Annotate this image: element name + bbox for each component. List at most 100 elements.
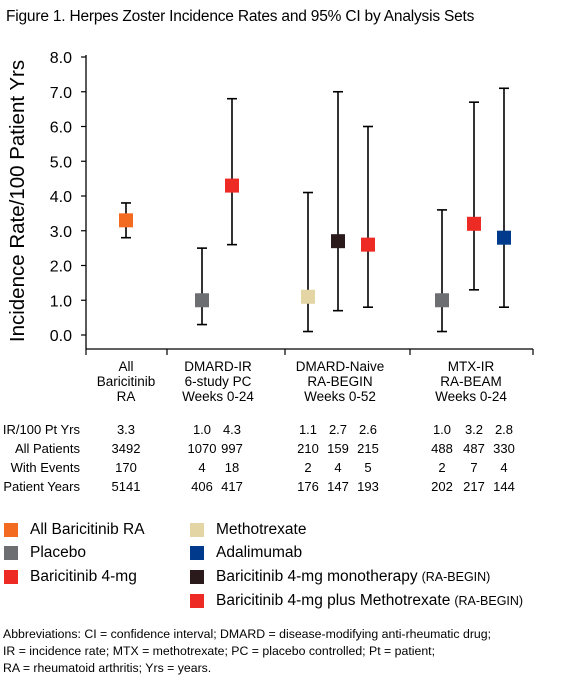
- y-tick-label: 8.0: [50, 50, 72, 67]
- table-cell: 210: [297, 441, 319, 456]
- legend-swatch: [190, 523, 204, 537]
- table-cell: 176: [297, 479, 319, 494]
- legend-swatch: [190, 570, 204, 584]
- table-cell: 159: [327, 441, 349, 456]
- group-label: RA: [117, 389, 136, 404]
- legend-label: Methotrexate: [216, 521, 307, 538]
- group-label: All: [118, 359, 133, 374]
- table-cell: 215: [357, 441, 379, 456]
- table-cell: 4: [334, 460, 342, 475]
- table-cell: 997: [221, 441, 243, 456]
- table-cell: 488: [431, 441, 453, 456]
- table-cell: 170: [115, 460, 137, 475]
- y-tick-label: 6.0: [50, 120, 72, 137]
- legend-swatch: [190, 546, 204, 560]
- legend-item: Baricitinib 4-mg: [4, 568, 137, 586]
- legend-item: Baricitinib 4-mg monotherapy (RA-BEGIN): [190, 568, 490, 586]
- table-cell: 144: [493, 479, 515, 494]
- table-cell: 217: [463, 479, 485, 494]
- data-point-marker: [361, 237, 375, 252]
- table-cell: 3.3: [116, 422, 136, 437]
- summary-table: IR/100 Pt Yrs All Patients With Events P…: [0, 420, 565, 500]
- group-label: DMARD-IR: [184, 359, 252, 374]
- data-point-marker: [119, 213, 133, 228]
- table-cell: 1.0: [432, 422, 452, 437]
- data-point-marker: [301, 289, 315, 304]
- table-cell: 487: [463, 441, 485, 456]
- y-tick-label: 2.0: [50, 259, 72, 276]
- legend-label: All Baricitinib RA: [30, 521, 145, 538]
- legend-item: Baricitinib 4-mg plus Methotrexate (RA-B…: [190, 592, 523, 610]
- row-label-ir: IR/100 Pt Yrs: [2, 422, 80, 437]
- footnote-line: IR = incidence rate; MTX = methotrexate;…: [3, 644, 435, 658]
- table-cell: 406: [191, 479, 213, 494]
- group-label: RA-BEAM: [440, 374, 502, 389]
- table-cell: 4.3: [222, 422, 242, 437]
- group-label: DMARD-Naive: [296, 359, 385, 374]
- legend-label: Baricitinib 4-mg: [30, 568, 137, 585]
- table-cell: 1070: [187, 441, 217, 456]
- data-point-marker: [331, 234, 345, 249]
- legend-swatch: [4, 570, 18, 584]
- table-cell: 2: [438, 460, 446, 475]
- figure-title: Figure 1. Herpes Zoster Incidence Rates …: [6, 8, 475, 25]
- y-tick-label: 0.0: [50, 328, 72, 345]
- footnote-line: RA = rheumatoid arthritis; Yrs = years.: [3, 661, 212, 675]
- table-cell: 5141: [111, 479, 141, 494]
- table-cell: 2.8: [494, 422, 514, 437]
- legend-label: Adalimumab: [216, 544, 303, 561]
- data-point-marker: [225, 178, 239, 193]
- legend-label: Baricitinib 4-mg monotherapy: [216, 568, 418, 585]
- table-cell: 4: [198, 460, 206, 475]
- table-cell: 5: [364, 460, 372, 475]
- row-label-all-patients: All Patients: [14, 441, 80, 456]
- table-cell: 330: [493, 441, 515, 456]
- table-cell: 2.6: [358, 422, 378, 437]
- group-label: Weeks 0-24: [435, 389, 507, 404]
- data-point-marker: [467, 216, 481, 231]
- y-tick-label: 7.0: [50, 85, 72, 102]
- group-label: MTX-IR: [448, 359, 495, 374]
- legend-item: Methotrexate: [190, 521, 306, 539]
- table-cell: 2.7: [328, 422, 348, 437]
- table-cell: 3.2: [464, 422, 484, 437]
- legend-item: Adalimumab: [190, 544, 302, 562]
- y-tick-label: 4.0: [50, 189, 72, 206]
- legend-label: Baricitinib 4-mg plus Methotrexate: [216, 592, 451, 609]
- table-cell: 147: [327, 479, 349, 494]
- incidence-chart: 0.0 1.0 2.0 3.0 4.0 5.0 6.0 7.0 8.0 Incidence Rat…: [6, 50, 534, 404]
- legend-item: Placebo: [4, 544, 86, 562]
- legend-swatch: [190, 594, 204, 608]
- table-cell: 417: [221, 479, 243, 494]
- group-label: Baricitinib: [97, 374, 156, 389]
- y-tick-label: 1.0: [50, 293, 72, 310]
- group-label: Weeks 0-24: [182, 389, 254, 404]
- group-label: Weeks 0-52: [304, 389, 376, 404]
- legend-item: All Baricitinib RA: [4, 521, 145, 539]
- table-cell: 1.1: [298, 422, 318, 437]
- table-cell: 202: [431, 479, 453, 494]
- legend-suffix: (RA-BEGIN): [454, 594, 524, 608]
- footnote: Abbreviations: CI = confidence interval;…: [3, 626, 563, 677]
- table-cell: 2: [304, 460, 312, 475]
- legend-suffix: (RA-BEGIN): [421, 570, 491, 584]
- y-axis-label: Incidence Rate/100 Patient Yrs: [6, 60, 29, 342]
- row-label-patient-years: Patient Years: [3, 479, 80, 494]
- table-cell: 4: [500, 460, 508, 475]
- y-tick-label: 5.0: [50, 154, 72, 171]
- table-cell: 3492: [111, 441, 141, 456]
- table-cell: 7: [470, 460, 478, 475]
- legend-swatch: [4, 546, 18, 560]
- legend-label: Placebo: [30, 544, 87, 561]
- legend-swatch: [4, 523, 18, 537]
- table-cell: 1.0: [192, 422, 212, 437]
- group-label: 6-study PC: [185, 374, 252, 389]
- data-point-marker: [435, 293, 449, 308]
- table-cell: 193: [357, 479, 379, 494]
- table-cell: 18: [224, 460, 240, 475]
- data-point-marker: [195, 293, 209, 308]
- y-tick-label: 3.0: [50, 224, 72, 241]
- footnote-line: Abbreviations: CI = confidence interval;…: [3, 627, 492, 641]
- group-label: RA-BEGIN: [307, 374, 372, 389]
- row-label-with-events: With Events: [10, 460, 80, 475]
